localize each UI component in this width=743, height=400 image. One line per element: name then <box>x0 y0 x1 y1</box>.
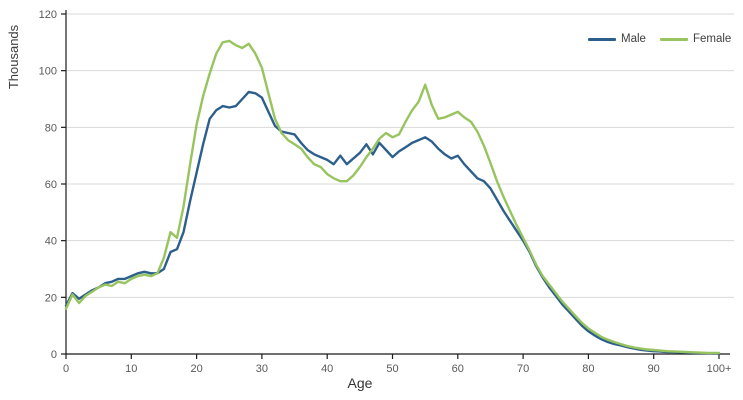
x-tick-label: 100+ <box>707 363 732 375</box>
legend-label-female: Female <box>692 33 732 45</box>
x-tick-label: 30 <box>256 363 268 375</box>
x-tick-label: 40 <box>321 363 333 375</box>
x-tick-label: 20 <box>190 363 202 375</box>
x-tick-label: 90 <box>648 363 660 375</box>
y-tick-label: 20 <box>45 292 57 304</box>
x-tick-label: 70 <box>517 363 529 375</box>
x-tick-label: 10 <box>125 363 137 375</box>
y-tick-label: 120 <box>39 9 57 21</box>
y-tick-label: 80 <box>45 122 57 134</box>
legend: Male Female <box>588 33 731 45</box>
y-tick-label: 40 <box>45 236 57 248</box>
legend-label-male: Male <box>621 33 646 45</box>
legend-item-male: Male <box>588 33 646 45</box>
x-tick-label: 80 <box>582 363 594 375</box>
female-line-swatch <box>659 37 688 41</box>
x-tick-label: 50 <box>386 363 398 375</box>
male-line-swatch <box>588 37 616 41</box>
female-line <box>64 39 721 355</box>
y-tick-label: 0 <box>51 349 57 361</box>
y-tick-label: 100 <box>39 66 57 78</box>
y-tick-label: 60 <box>45 179 57 191</box>
x-tick-label: 0 <box>63 363 69 375</box>
male-line <box>64 90 721 355</box>
x-tick-label: 60 <box>452 363 464 375</box>
y-axis-title: Thousands <box>6 24 21 90</box>
legend-item-female: Female <box>659 33 732 45</box>
x-axis-title: Age <box>347 375 373 391</box>
